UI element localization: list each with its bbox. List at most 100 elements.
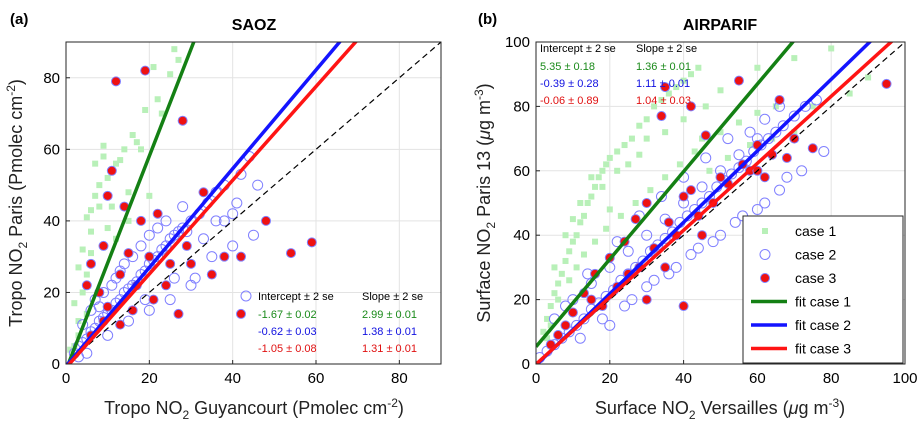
data-point-case-1 <box>628 135 635 142</box>
data-point-case-1 <box>562 257 569 264</box>
annotation-intercept-value: -0.06 ± 0.89 <box>540 95 599 107</box>
legend-swatch-case-3 <box>760 273 770 283</box>
data-point-case-3 <box>161 280 171 291</box>
data-point-case-1 <box>580 212 587 219</box>
data-point-case-2 <box>106 279 118 291</box>
data-point-case-1 <box>577 219 584 226</box>
x-tick-label: 80 <box>823 370 840 387</box>
annotation-slope-value: 2.99 ± 0.01 <box>362 309 417 321</box>
annotation-intercept-value: -0.62 ± 0.03 <box>258 326 317 338</box>
data-point-case-1 <box>588 193 595 200</box>
data-point-case-1 <box>617 212 624 219</box>
data-point-case-3 <box>733 75 744 86</box>
data-point-case-3 <box>177 115 188 126</box>
data-point-case-3 <box>136 215 146 226</box>
data-point-case-1 <box>809 103 816 110</box>
data-point-case-1 <box>665 90 672 97</box>
data-point-case-1 <box>717 87 724 94</box>
data-point-case-1 <box>662 174 669 181</box>
data-point-case-3 <box>261 215 271 226</box>
data-point-case-1 <box>547 303 554 310</box>
data-point-case-3 <box>660 82 671 93</box>
data-point-case-2 <box>143 304 155 316</box>
data-point-case-1 <box>676 161 683 168</box>
data-point-case-3 <box>553 330 564 341</box>
legend-label: fit case 2 <box>795 317 851 333</box>
data-point-case-1 <box>555 296 562 303</box>
data-point-case-2 <box>733 149 745 161</box>
x-tick-label: 0 <box>62 370 70 387</box>
data-point-case-3 <box>286 248 296 259</box>
data-point-case-2 <box>655 191 667 203</box>
data-point-case-3 <box>206 269 217 280</box>
data-point-case-1 <box>544 335 551 342</box>
data-point-case-1 <box>606 154 613 161</box>
data-point-case-3 <box>656 111 667 122</box>
y-tick-label: 100 <box>505 34 530 51</box>
data-point-case-2 <box>173 226 184 238</box>
data-point-case-3 <box>641 294 652 305</box>
data-point-case-3 <box>106 165 117 176</box>
data-point-case-1 <box>562 232 569 239</box>
data-point-case-1 <box>100 153 107 160</box>
data-point-case-3 <box>181 240 192 251</box>
data-point-case-2 <box>799 100 811 112</box>
data-point-case-1 <box>577 200 584 206</box>
y-tick-label: 40 <box>43 213 60 230</box>
annotation-header-slope: Slope ± 2 se <box>362 291 423 303</box>
data-point-case-1 <box>573 232 580 239</box>
chart-title: SAOZ <box>232 17 277 34</box>
data-point-case-2 <box>177 201 189 213</box>
data-point-case-3 <box>685 185 696 196</box>
data-point-case-3 <box>102 301 113 312</box>
y-tick-label: 60 <box>513 163 530 180</box>
data-point-case-3 <box>111 76 121 87</box>
y-tick-label: 0 <box>52 356 60 373</box>
data-point-case-3 <box>144 251 155 262</box>
data-point-case-2 <box>692 242 704 254</box>
annotation-slope-value: 1.04 ± 0.03 <box>636 95 691 107</box>
data-point-case-3 <box>148 294 159 305</box>
data-point-case-1 <box>647 187 654 194</box>
data-point-case-1 <box>625 161 632 168</box>
data-point-case-2 <box>641 229 653 241</box>
data-point-case-2 <box>604 319 616 331</box>
data-point-case-1 <box>146 192 153 199</box>
y-axis-label: Tropo NO2 Paris (Pmolec cm-2) <box>4 79 30 327</box>
data-point-case-3 <box>663 217 674 228</box>
data-point-case-1 <box>632 200 639 206</box>
legend-swatch-case-1 <box>762 228 768 234</box>
y-tick-label: 80 <box>513 98 530 115</box>
data-point-case-3 <box>219 251 230 262</box>
data-point-case-1 <box>695 64 702 71</box>
x-tick-label: 60 <box>749 370 766 387</box>
data-point-case-1 <box>621 142 628 149</box>
data-point-case-1 <box>717 129 724 136</box>
data-point-case-1 <box>88 207 94 214</box>
data-point-case-1 <box>687 71 694 78</box>
data-point-case-1 <box>558 270 565 277</box>
regression-annotation: Intercept ± 2 se Slope ± 2 se 5.35 ± 0.18 1… <box>540 43 697 107</box>
legend-label: fit case 1 <box>795 294 851 310</box>
data-point-case-1 <box>865 74 872 81</box>
data-point-case-3 <box>152 208 163 219</box>
data-point-case-2 <box>777 120 789 132</box>
annotation-slope-value: 1.31 ± 0.01 <box>362 343 417 355</box>
data-point-case-3 <box>700 130 711 141</box>
data-point-case-1 <box>846 90 853 97</box>
data-point-case-3 <box>560 320 571 331</box>
data-point-case-3 <box>697 230 708 241</box>
data-point-case-1 <box>747 142 754 149</box>
fit-line-fit-case-3 <box>536 42 894 364</box>
x-tick-label: 0 <box>532 370 540 387</box>
data-point-case-1 <box>133 139 140 146</box>
data-point-case-3 <box>115 269 126 280</box>
data-point-case-1 <box>603 225 610 232</box>
regression-annotation: Intercept ± 2 se Slope ± 2 se -1.67 ± 0.02… <box>240 290 423 355</box>
annotation-slope-value: 1.11 ± 0.01 <box>636 78 690 90</box>
data-point-case-2 <box>206 251 218 263</box>
data-point-case-1 <box>551 264 558 271</box>
chart-title: AIRPARIF <box>683 17 758 34</box>
data-point-case-1 <box>569 238 576 245</box>
